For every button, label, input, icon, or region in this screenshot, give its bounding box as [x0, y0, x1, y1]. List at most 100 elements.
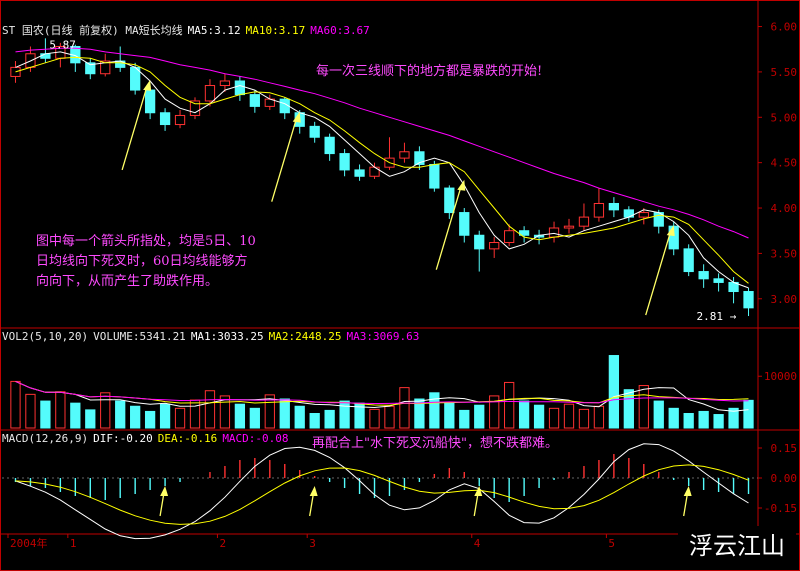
vol-ma1-value: MA1:3033.25 [190, 330, 264, 343]
price-arrow [121, 85, 148, 171]
ma5-value: MA5:3.12 [187, 24, 241, 37]
x-tick-label: 4 [474, 537, 481, 550]
vol-ma2-value: MA2:2448.25 [268, 330, 342, 343]
macd-value: MACD:-0.08 [222, 432, 289, 445]
low-price-label: 2.81 → [697, 310, 737, 323]
candle-body [518, 230, 530, 236]
candle-body [144, 89, 156, 114]
candle-body [563, 225, 575, 229]
candle-body [219, 80, 231, 87]
volume-bar [578, 408, 590, 429]
candle-body [100, 60, 111, 75]
stock-title: ST 国农(日线 前复权) MA短长均线 [2, 24, 183, 37]
volume-y-tick-label: 10000 [764, 370, 797, 383]
volume-bar [668, 407, 679, 429]
volume-bar [414, 398, 425, 429]
macd-arrow-head [160, 486, 169, 496]
dif-line [15, 443, 749, 540]
price-y-tick-label: 6.00 [771, 21, 798, 34]
volume-bar [429, 392, 440, 429]
volume-bar [339, 400, 350, 429]
candle-body [399, 151, 410, 159]
ma10-value: MA10:3.17 [245, 24, 306, 37]
annotation-left-line3: 向向下，从而产生了助跌作用。 [36, 274, 219, 289]
macd-y-tick-label: -0.15 [764, 502, 797, 515]
volume-bar [518, 400, 530, 429]
volume-bar [563, 403, 575, 429]
price-y-tick-label: 5.50 [771, 66, 798, 79]
volume-bar [219, 395, 231, 429]
price-arrow [645, 230, 672, 316]
ma60-line [15, 47, 749, 239]
price-y-tick-label: 4.00 [771, 202, 798, 215]
price-arrow-head [143, 79, 152, 91]
candle-body [85, 62, 96, 75]
macd-arrow-head [309, 486, 318, 496]
watermark: 浮云江山 [678, 526, 796, 566]
candle-body [698, 271, 709, 280]
volume-bar [70, 402, 81, 429]
candle-body [234, 80, 246, 96]
volume-value: VOLUME:5341.21 [93, 330, 186, 343]
dif-value: DIF:-0.20 [93, 432, 153, 445]
price-arrow [435, 185, 462, 270]
candle-body [608, 202, 620, 211]
volume-bar [728, 407, 739, 429]
volume-bar [743, 399, 754, 429]
candle-body [713, 278, 724, 283]
dea-line [15, 464, 749, 525]
volume-bar [189, 399, 201, 429]
annotation-top: 每一次三线顺下的地方都是暴跌的开始! [316, 64, 543, 79]
annotation-left-line1: 图中每一个箭头所指处，均是5日、10 [36, 234, 256, 249]
price-header: ST 国农(日线 前复权) MA短长均线 MA5:3.12 MA10:3.17 MA6… [2, 24, 375, 38]
volume-bar [369, 408, 380, 429]
volume-bar [653, 400, 664, 429]
candle-body [354, 169, 365, 177]
ma10-line [15, 56, 749, 284]
price-y-tick-label: 3.50 [771, 247, 798, 260]
price-arrow-head [292, 111, 301, 123]
candle-body [10, 66, 21, 77]
ma60-value: MA60:3.67 [310, 24, 370, 37]
price-y-tick-label: 4.50 [771, 157, 798, 170]
x-tick-label: 1 [70, 537, 77, 550]
volume-bar [204, 390, 216, 429]
price-y-tick-label: 3.00 [771, 293, 798, 306]
candle-body [174, 114, 186, 126]
x-tick-label: 3 [309, 537, 316, 550]
macd-arrow-head [683, 486, 692, 496]
candle-body [459, 212, 470, 236]
candle-body [369, 166, 380, 177]
candle-body [40, 53, 51, 59]
price-arrow [271, 117, 298, 202]
candle-body [474, 234, 485, 250]
volume-bar [608, 355, 620, 429]
volume-bar [130, 405, 141, 429]
volume-bar [249, 407, 260, 429]
vol-ma2-line [15, 380, 749, 406]
candle-body [309, 125, 320, 138]
volume-bar [459, 409, 470, 429]
candle-body [249, 94, 260, 107]
macd-label: MACD(12,26,9) [2, 432, 89, 445]
volume-bar [294, 405, 305, 429]
candle-body [504, 230, 515, 244]
volume-bar [593, 405, 605, 429]
candle-body [189, 100, 201, 116]
volume-bar [324, 409, 335, 429]
volume-bar [264, 394, 275, 429]
candle-body [638, 212, 649, 218]
volume-bar [623, 389, 634, 429]
candle-body [743, 291, 754, 309]
volume-bar [713, 414, 724, 429]
macd-y-tick-label: 0.15 [771, 442, 798, 455]
volume-bar [683, 413, 694, 429]
volume-bar [144, 410, 156, 429]
volume-bar [279, 398, 290, 429]
vol-ma3-line [15, 380, 749, 405]
candle-body [339, 153, 350, 171]
annotation-left-line2: 日均线向下死叉时，60日均线能够方 [36, 254, 248, 269]
volume-bar [159, 403, 171, 429]
